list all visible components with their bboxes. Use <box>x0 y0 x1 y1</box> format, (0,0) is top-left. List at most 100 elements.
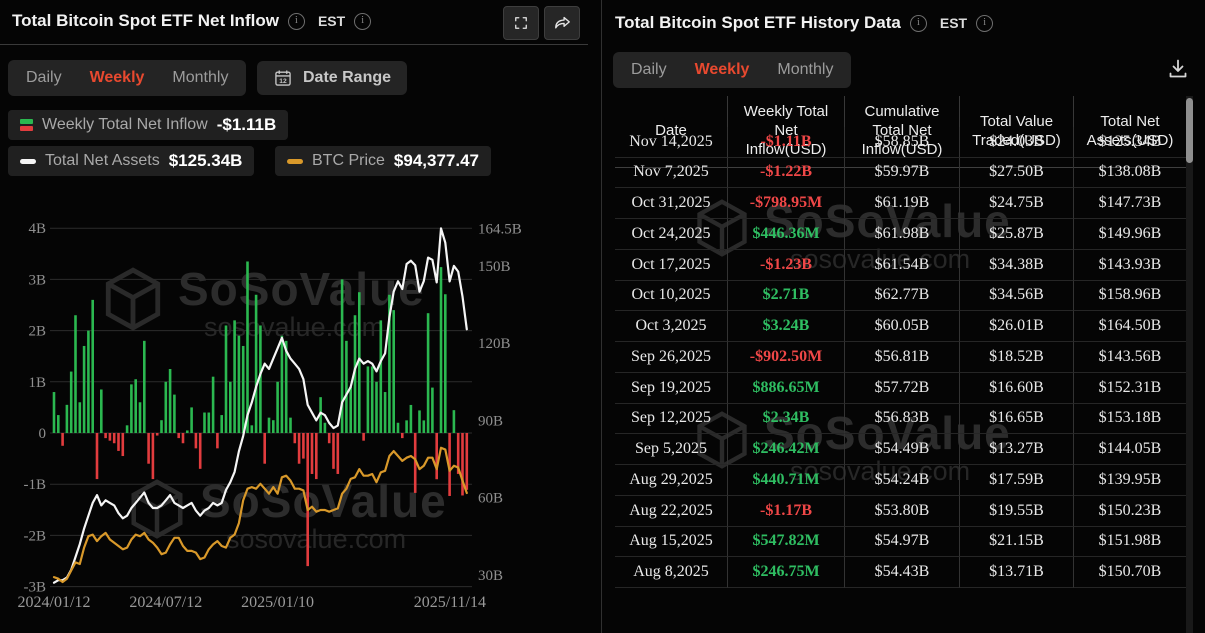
info-icon[interactable]: i <box>354 12 372 30</box>
table-scrollbar-track[interactable] <box>1186 96 1193 633</box>
table-cell-net-assets: $125.34B <box>1074 127 1186 158</box>
table-cell-cumulative-inflow: $57.72B <box>845 372 960 404</box>
table-cell-value-traded: $13.27B <box>960 434 1074 465</box>
column-header-cumulative-inflow[interactable]: Cumulative Total Net Inflow(USD) <box>845 96 960 168</box>
info-icon[interactable]: i <box>287 12 305 30</box>
table-cell-weekly-inflow: $886.65M <box>728 372 845 404</box>
table-cell-value-traded: $16.65B <box>960 403 1074 435</box>
table-cell-net-assets: $138.08B <box>1074 158 1186 189</box>
fullscreen-button[interactable] <box>503 6 539 40</box>
history-interval-tabs: Daily Weekly Monthly <box>613 52 852 88</box>
table-cell-net-assets: $143.56B <box>1074 342 1186 373</box>
table-cell-date: Aug 15,2025 <box>615 526 728 558</box>
svg-text:2B: 2B <box>28 324 46 340</box>
svg-text:1B: 1B <box>28 375 46 391</box>
table-cell-weekly-inflow: $246.75M <box>728 557 845 588</box>
table-cell-weekly-inflow: -$1.23B <box>728 249 845 281</box>
legend-value: $125.34B <box>168 151 243 170</box>
table-cell-date: Oct 31,2025 <box>615 188 728 219</box>
legend-value: $94,377.47 <box>393 151 479 170</box>
table-cell-date: Oct 10,2025 <box>615 280 728 312</box>
svg-text:164.5B: 164.5B <box>478 221 522 237</box>
table-cell-net-assets: $164.50B <box>1074 311 1186 342</box>
svg-text:3B: 3B <box>28 272 46 288</box>
table-cell-net-assets: $144.05B <box>1074 434 1186 465</box>
chart-x-axis-labels: 2024/01/12 2024/07/12 2025/01/10 2025/11/14 <box>18 594 486 611</box>
tab-monthly[interactable]: Monthly <box>172 69 229 86</box>
column-header-value-traded[interactable]: Total Value Traded(USD) <box>960 96 1074 168</box>
page-title: Total Bitcoin Spot ETF Net Inflow <box>12 11 279 30</box>
legend-item-net-inflow[interactable]: Weekly Total Net Inflow -$1.11B <box>8 110 289 140</box>
svg-text:12: 12 <box>279 78 287 85</box>
svg-text:2025/01/10: 2025/01/10 <box>241 594 314 611</box>
weekly-inflow-bars[interactable] <box>52 261 469 567</box>
table-cell-net-assets: $149.96B <box>1074 219 1186 250</box>
share-icon <box>554 16 570 29</box>
info-icon[interactable]: i <box>976 14 994 32</box>
table-cell-weekly-inflow: -$1.11B <box>728 126 845 158</box>
table-cell-cumulative-inflow: $54.49B <box>845 434 960 465</box>
table-cell-date: Sep 5,2025 <box>615 434 728 465</box>
calendar-icon: 12 <box>275 70 291 86</box>
table-cell-cumulative-inflow: $54.43B <box>845 557 960 588</box>
table-cell-value-traded: $24.03B <box>960 126 1074 158</box>
tab-monthly[interactable]: Monthly <box>777 61 834 78</box>
table-cell-date: Sep 19,2025 <box>615 372 728 404</box>
legend-label: Total Net Assets <box>45 152 160 169</box>
download-icon[interactable] <box>1166 57 1190 81</box>
legend-item-btc-price[interactable]: BTC Price $94,377.47 <box>275 146 491 176</box>
table-cell-net-assets: $153.18B <box>1074 404 1186 435</box>
svg-text:4B: 4B <box>28 221 46 237</box>
share-button[interactable] <box>544 6 580 40</box>
legend-value: -$1.11B <box>216 115 277 134</box>
table-cell-weekly-inflow: $3.24B <box>728 311 845 342</box>
table-cell-value-traded: $16.60B <box>960 372 1074 404</box>
inflow-swatch-icon <box>20 119 33 131</box>
table-cell-date: Aug 29,2025 <box>615 465 728 496</box>
tab-weekly[interactable]: Weekly <box>694 61 750 78</box>
table-cell-cumulative-inflow: $54.97B <box>845 526 960 558</box>
table-cell-weekly-inflow: $2.34B <box>728 403 845 435</box>
table-cell-value-traded: $21.15B <box>960 526 1074 558</box>
table-cell-cumulative-inflow: $56.81B <box>845 342 960 373</box>
table-cell-date: Aug 22,2025 <box>615 495 728 527</box>
svg-text:90B: 90B <box>478 413 503 429</box>
table-cell-value-traded: $19.55B <box>960 495 1074 527</box>
table-cell-date: Nov 14,2025 <box>615 126 728 158</box>
history-title: Total Bitcoin Spot ETF History Data <box>615 13 901 32</box>
svg-text:-3B: -3B <box>24 580 47 596</box>
table-cell-cumulative-inflow: $62.77B <box>845 280 960 312</box>
table-cell-cumulative-inflow: $61.98B <box>845 219 960 250</box>
table-cell-net-assets: $151.98B <box>1074 527 1186 558</box>
date-range-button[interactable]: 12 Date Range <box>257 61 408 95</box>
date-range-label: Date Range <box>303 69 392 86</box>
net-inflow-panel: Total Bitcoin Spot ETF Net Inflow i EST … <box>0 0 600 633</box>
table-cell-value-traded: $24.75B <box>960 188 1074 219</box>
info-icon[interactable]: i <box>909 14 927 32</box>
table-cell-net-assets: $139.95B <box>1074 465 1186 496</box>
table-cell-weekly-inflow: $2.71B <box>728 280 845 312</box>
btc-price-line[interactable] <box>52 446 468 584</box>
legend-label: BTC Price <box>312 152 385 169</box>
btc-line-swatch-icon <box>287 158 303 164</box>
table-cell-net-assets: $143.93B <box>1074 250 1186 281</box>
table-scrollbar-thumb[interactable] <box>1186 98 1193 163</box>
column-header-net-assets[interactable]: Total Net Assets(USD) <box>1074 96 1186 168</box>
tab-weekly[interactable]: Weekly <box>89 69 145 86</box>
table-cell-value-traded: $25.87B <box>960 219 1074 250</box>
table-cell-value-traded: $13.71B <box>960 557 1074 588</box>
legend-item-net-assets[interactable]: Total Net Assets $125.34B <box>8 146 255 176</box>
table-cell-cumulative-inflow: $59.97B <box>845 157 960 189</box>
history-header: Total Bitcoin Spot ETF History Data i ES… <box>615 13 994 33</box>
table-cell-date: Oct 24,2025 <box>615 219 728 250</box>
table-cell-net-assets: $158.96B <box>1074 281 1186 312</box>
table-cell-date: Sep 26,2025 <box>615 342 728 373</box>
total-net-assets-line[interactable] <box>52 227 468 584</box>
tab-daily[interactable]: Daily <box>26 69 62 86</box>
svg-text:-1B: -1B <box>24 477 47 493</box>
net-inflow-header: Total Bitcoin Spot ETF Net Inflow i EST … <box>12 11 372 31</box>
table-cell-value-traded: $18.52B <box>960 342 1074 373</box>
table-cell-cumulative-inflow: $61.54B <box>845 249 960 281</box>
tab-daily[interactable]: Daily <box>631 61 667 78</box>
net-inflow-chart[interactable]: 4B 3B 2B 1B 0 -1B -2B -3B 164.5B 150B 120B 90B 60B 30… <box>0 200 600 633</box>
